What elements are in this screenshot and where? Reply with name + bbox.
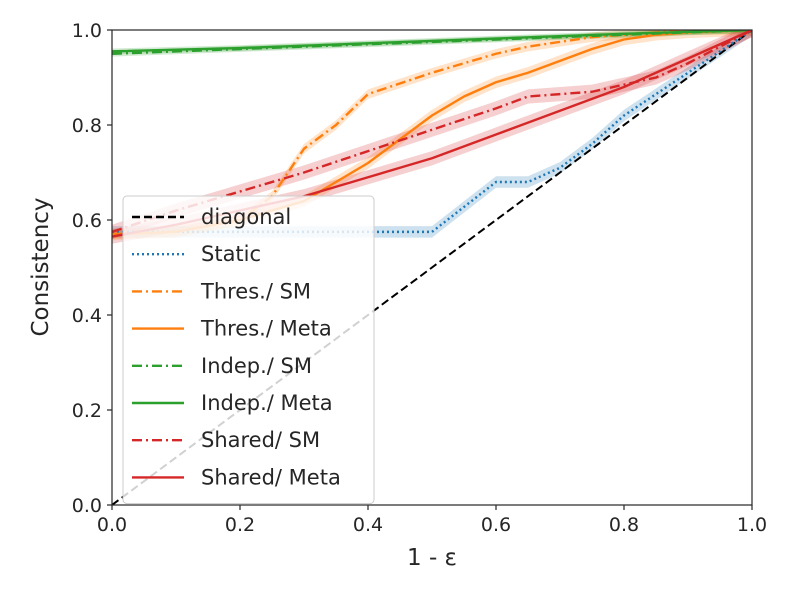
x-tick-label: 0.6 (481, 514, 511, 536)
y-axis-label: Consistency (28, 197, 54, 336)
legend-label-thres-meta: Thres./ Meta (200, 317, 332, 341)
x-tick-label: 0.8 (609, 514, 639, 536)
series-line-indep-meta (112, 30, 752, 53)
x-tick-label: 0.2 (225, 514, 255, 536)
legend-label-diagonal: diagonal (201, 205, 291, 229)
x-axis-label: 1 - ε (407, 545, 457, 571)
legend: diagonal Static Thres./ SM Thres./ Meta Inde… (122, 195, 375, 505)
legend-label-static: Static (201, 242, 261, 266)
series-line-shared-sm (112, 30, 752, 234)
band-thres-sm (112, 30, 752, 239)
x-tick-label: 0.0 (97, 514, 127, 536)
legend-label-shared-meta: Shared/ Meta (201, 465, 341, 489)
legend-label-indep-meta: Indep./ Meta (201, 391, 333, 415)
y-tick-label: 0.4 (72, 305, 102, 327)
x-tick-label: 0.4 (353, 514, 383, 536)
band-shared-sm (112, 30, 752, 239)
y-tick-label: 0.8 (72, 115, 102, 137)
x-tick-label: 1.0 (737, 514, 767, 536)
legend-label-thres-sm: Thres./ SM (200, 279, 311, 303)
legend-label-shared-sm: Shared/ SM (201, 428, 320, 452)
legend-box (122, 195, 375, 505)
legend-label-indep-sm: Indep./ SM (201, 354, 312, 378)
y-tick-label: 1.0 (72, 20, 102, 42)
axis-ticks: 0.0 0.2 0.4 0.6 0.8 1.0 0.0 0.2 0.4 0.6 0.8 1.0 (72, 20, 767, 536)
y-tick-label: 0.2 (72, 400, 102, 422)
series-line-static (112, 30, 752, 234)
plot-frame (111, 29, 753, 506)
y-tick-label: 0.0 (72, 495, 102, 517)
y-tick-label: 0.6 (72, 210, 102, 232)
